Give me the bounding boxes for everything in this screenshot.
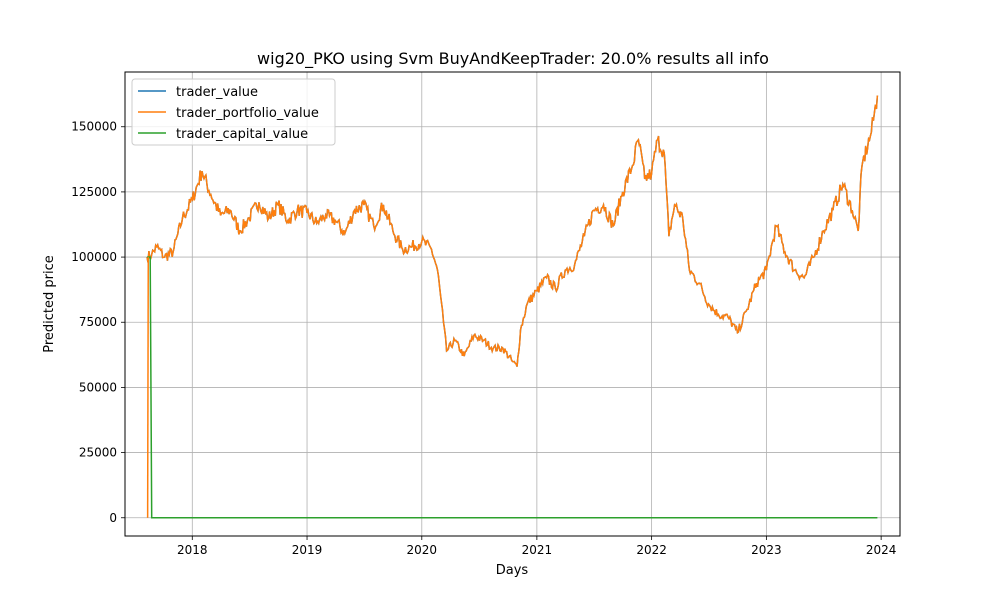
chart-title: wig20_PKO using Svm BuyAndKeepTrader: 20…	[257, 49, 769, 69]
legend: trader_value trader_portfolio_valuetrader…	[131, 78, 336, 146]
x-tick-label: 2022	[636, 543, 667, 557]
y-tick-label: 125000	[71, 185, 117, 199]
y-tick-label: 100000	[71, 250, 117, 264]
y-tick-label: 0	[109, 511, 117, 525]
x-axis: 2018 2019 2020 2021 2022 2023 2024	[177, 536, 896, 557]
y-tick-label: 25000	[79, 446, 117, 460]
x-axis-label: Days	[496, 563, 529, 578]
x-tick-label: 2019	[292, 543, 323, 557]
x-tick-label: 2024	[866, 543, 897, 557]
y-tick-label: 150000	[71, 120, 117, 134]
legend-label: trader_capital_value	[176, 127, 308, 142]
y-tick-label: 50000	[79, 380, 117, 394]
series-line-portfolio-start	[146, 257, 150, 518]
y-axis-label: Predicted price	[42, 255, 57, 353]
legend-box	[131, 78, 336, 146]
x-tick-label: 2020	[407, 543, 438, 557]
legend-label: trader_value	[176, 85, 258, 100]
x-tick-label: 2021	[522, 543, 553, 557]
x-tick-label: 2023	[751, 543, 782, 557]
series-line-trader-portfolio-value	[146, 95, 879, 367]
x-tick-label: 2018	[177, 543, 208, 557]
legend-label: trader_portfolio_value	[176, 106, 319, 121]
y-axis: 0 25000 50000 75000 100000 125000 150000	[71, 120, 125, 525]
series-layer	[146, 95, 879, 519]
y-tick-label: 75000	[79, 315, 117, 329]
plot-frame	[124, 71, 901, 537]
